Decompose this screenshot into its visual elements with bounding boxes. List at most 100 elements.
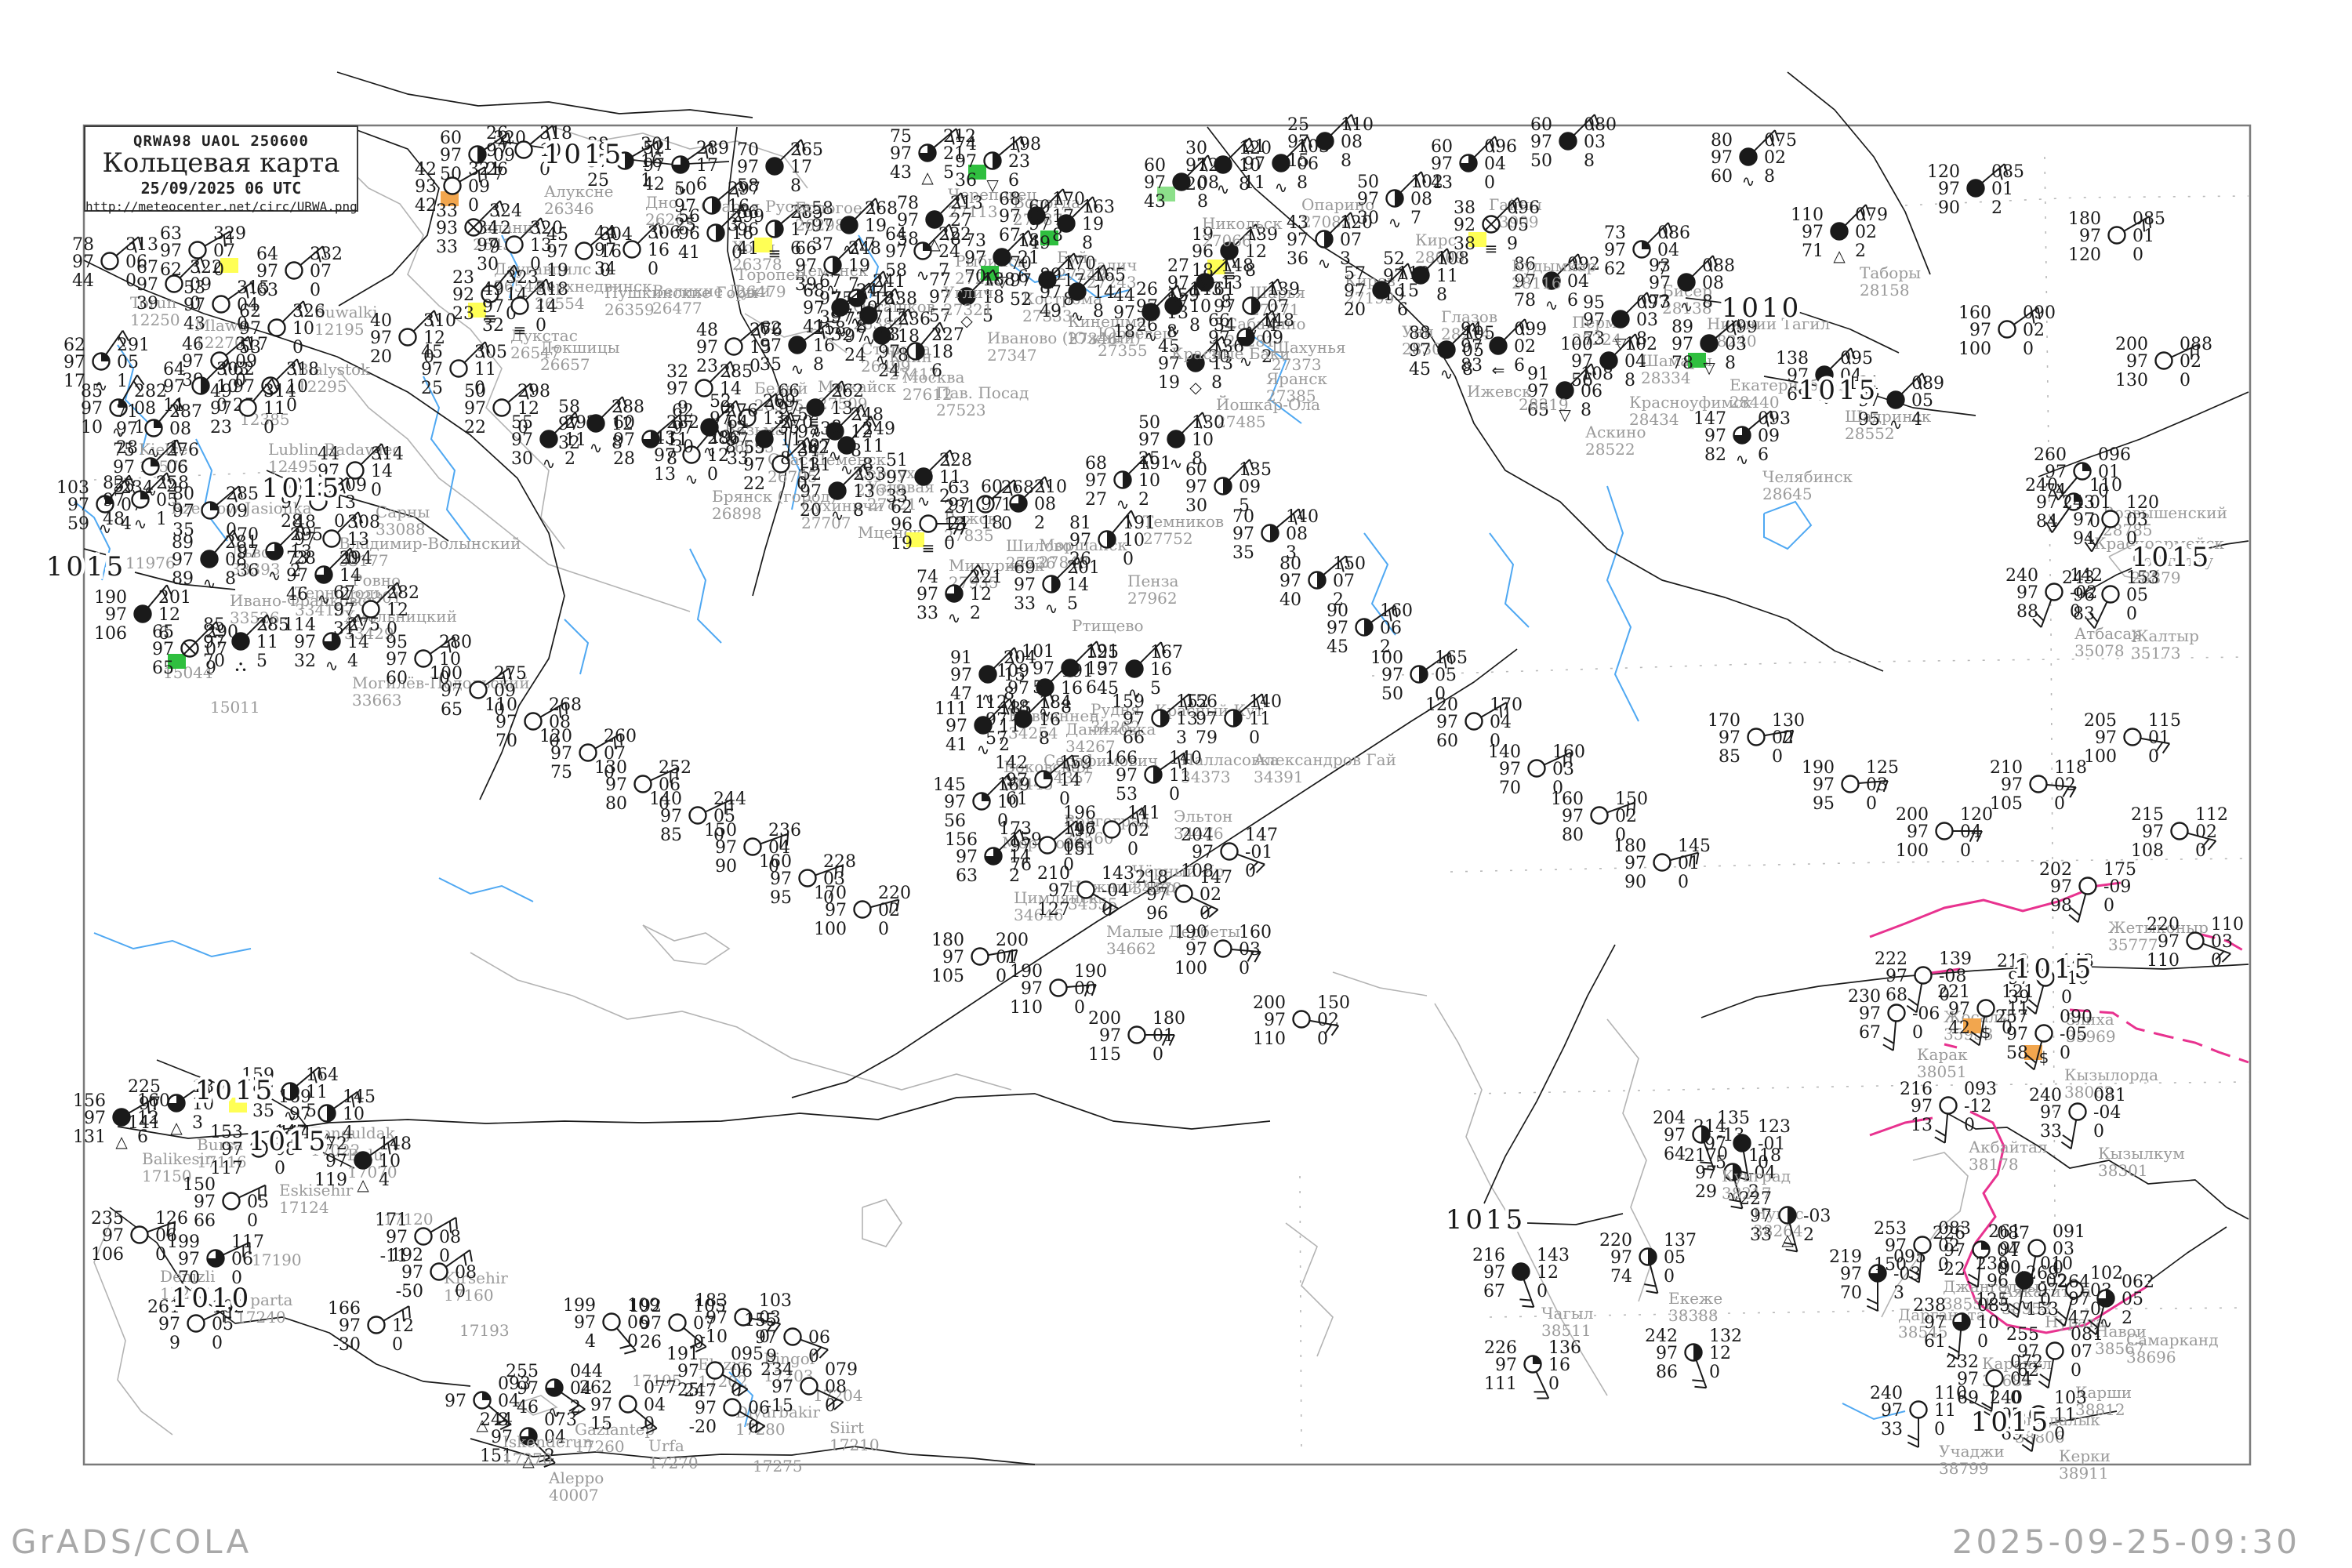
station-id-label: 28224 bbox=[1572, 330, 1622, 349]
grads-signature: GrADS/COLA bbox=[11, 1523, 252, 1561]
svg-text:8: 8 bbox=[1039, 729, 1050, 749]
station-name-label: Уни bbox=[1402, 322, 1434, 341]
svg-text:34: 34 bbox=[477, 219, 499, 238]
svg-text:97: 97 bbox=[981, 495, 1003, 514]
svg-text:41: 41 bbox=[678, 243, 700, 263]
station-name-label: Ртищево bbox=[1072, 616, 1144, 635]
svg-text:190: 190 bbox=[94, 588, 127, 608]
station-id-label: 26359 bbox=[604, 300, 655, 319]
svg-text:∿: ∿ bbox=[203, 574, 216, 593]
station-id-label: 17120 bbox=[383, 1210, 434, 1229]
svg-text:6: 6 bbox=[1567, 291, 1578, 310]
svg-text:97: 97 bbox=[339, 1316, 361, 1336]
svg-text:8: 8 bbox=[1239, 175, 1250, 194]
svg-text:0: 0 bbox=[2023, 339, 2034, 359]
station-plot: 1919725095060Diyarbakir17280 bbox=[666, 1345, 820, 1439]
station-name-label: Кокшетау bbox=[2131, 551, 2213, 570]
svg-text:309: 309 bbox=[334, 476, 367, 495]
svg-text:97: 97 bbox=[1409, 341, 1431, 361]
svg-text:0: 0 bbox=[2054, 1425, 2065, 1444]
svg-text:0: 0 bbox=[2061, 988, 2072, 1007]
station-plot: 759732238178∿Клин27417 bbox=[831, 288, 939, 383]
svg-text:101: 101 bbox=[1022, 642, 1054, 662]
svg-text:04: 04 bbox=[1490, 713, 1512, 732]
station-name-label: Никольск bbox=[1202, 214, 1283, 233]
svg-text:70: 70 bbox=[1840, 1283, 1862, 1303]
svg-text:04: 04 bbox=[498, 1392, 520, 1411]
station-id-label: 27485 bbox=[1216, 412, 1266, 431]
svg-text:97: 97 bbox=[727, 430, 749, 450]
svg-text:∿: ∿ bbox=[112, 423, 125, 441]
station-name-label: Дно bbox=[645, 193, 678, 212]
svg-text:09: 09 bbox=[1758, 426, 1780, 446]
svg-text:97: 97 bbox=[1499, 760, 1521, 779]
svg-text:97: 97 bbox=[743, 456, 765, 475]
svg-text:110: 110 bbox=[2147, 951, 2180, 971]
svg-text:281: 281 bbox=[225, 533, 258, 553]
svg-text:26: 26 bbox=[640, 1333, 662, 1352]
svg-text:∿: ∿ bbox=[144, 481, 158, 500]
svg-text:58: 58 bbox=[811, 199, 833, 219]
svg-text:15: 15 bbox=[1287, 151, 1309, 171]
svg-text:68: 68 bbox=[1085, 454, 1107, 474]
svg-text:301: 301 bbox=[641, 135, 673, 154]
svg-text:97: 97 bbox=[942, 948, 964, 967]
svg-text:≡: ≡ bbox=[922, 539, 935, 557]
svg-text:∿: ∿ bbox=[1889, 415, 1903, 434]
svg-text:08: 08 bbox=[1702, 274, 1724, 293]
station-id-label: 17275 bbox=[753, 1457, 803, 1475]
svg-text:291: 291 bbox=[117, 336, 150, 355]
svg-text:01: 01 bbox=[1152, 1026, 1174, 1046]
station-name-label: Кызылкум bbox=[2098, 1144, 2185, 1163]
svg-text:2: 2 bbox=[970, 604, 981, 623]
station-name-label: Ивано-Франковск bbox=[230, 591, 376, 610]
station-name-label: Rzeszow-Jasionka bbox=[171, 499, 312, 517]
svg-text:46: 46 bbox=[517, 1398, 539, 1417]
svg-text:95: 95 bbox=[1583, 293, 1605, 313]
svg-text:11: 11 bbox=[939, 468, 961, 488]
svg-text:97: 97 bbox=[546, 242, 568, 262]
svg-text:83: 83 bbox=[2073, 604, 2095, 624]
svg-text:82: 82 bbox=[103, 474, 125, 493]
svg-text:33: 33 bbox=[727, 449, 749, 469]
map-title-box: QRWA98 UAOL 250600 Кольцевая карта 25/09… bbox=[84, 125, 358, 214]
svg-text:01: 01 bbox=[1991, 180, 2013, 199]
svg-text:0: 0 bbox=[530, 255, 541, 274]
svg-text:75: 75 bbox=[550, 763, 572, 782]
svg-text:75: 75 bbox=[831, 289, 853, 309]
svg-text:0: 0 bbox=[310, 281, 321, 300]
svg-text:201: 201 bbox=[158, 588, 191, 608]
svg-text:0: 0 bbox=[2126, 604, 2137, 624]
svg-text:0: 0 bbox=[216, 396, 227, 416]
svg-text:19: 19 bbox=[1082, 215, 1104, 234]
svg-text:04: 04 bbox=[1484, 154, 1506, 174]
svg-text:55: 55 bbox=[113, 477, 135, 496]
svg-text:320: 320 bbox=[530, 219, 563, 238]
svg-text:25: 25 bbox=[674, 216, 696, 235]
svg-text:97: 97 bbox=[2050, 877, 2072, 897]
station-id-label: 17370 bbox=[503, 1450, 553, 1468]
svg-text:97: 97 bbox=[677, 1362, 699, 1381]
svg-text:108: 108 bbox=[1181, 862, 1214, 881]
svg-text:45: 45 bbox=[1409, 360, 1431, 379]
svg-text:11: 11 bbox=[474, 360, 496, 379]
station-name-label: Даниловка bbox=[1065, 720, 1156, 739]
isobar-label: 1010 bbox=[1722, 292, 1802, 324]
svg-text:100: 100 bbox=[1174, 959, 1207, 978]
svg-text:63: 63 bbox=[160, 224, 182, 244]
svg-text:97: 97 bbox=[1085, 471, 1107, 491]
svg-text:114: 114 bbox=[283, 615, 316, 635]
